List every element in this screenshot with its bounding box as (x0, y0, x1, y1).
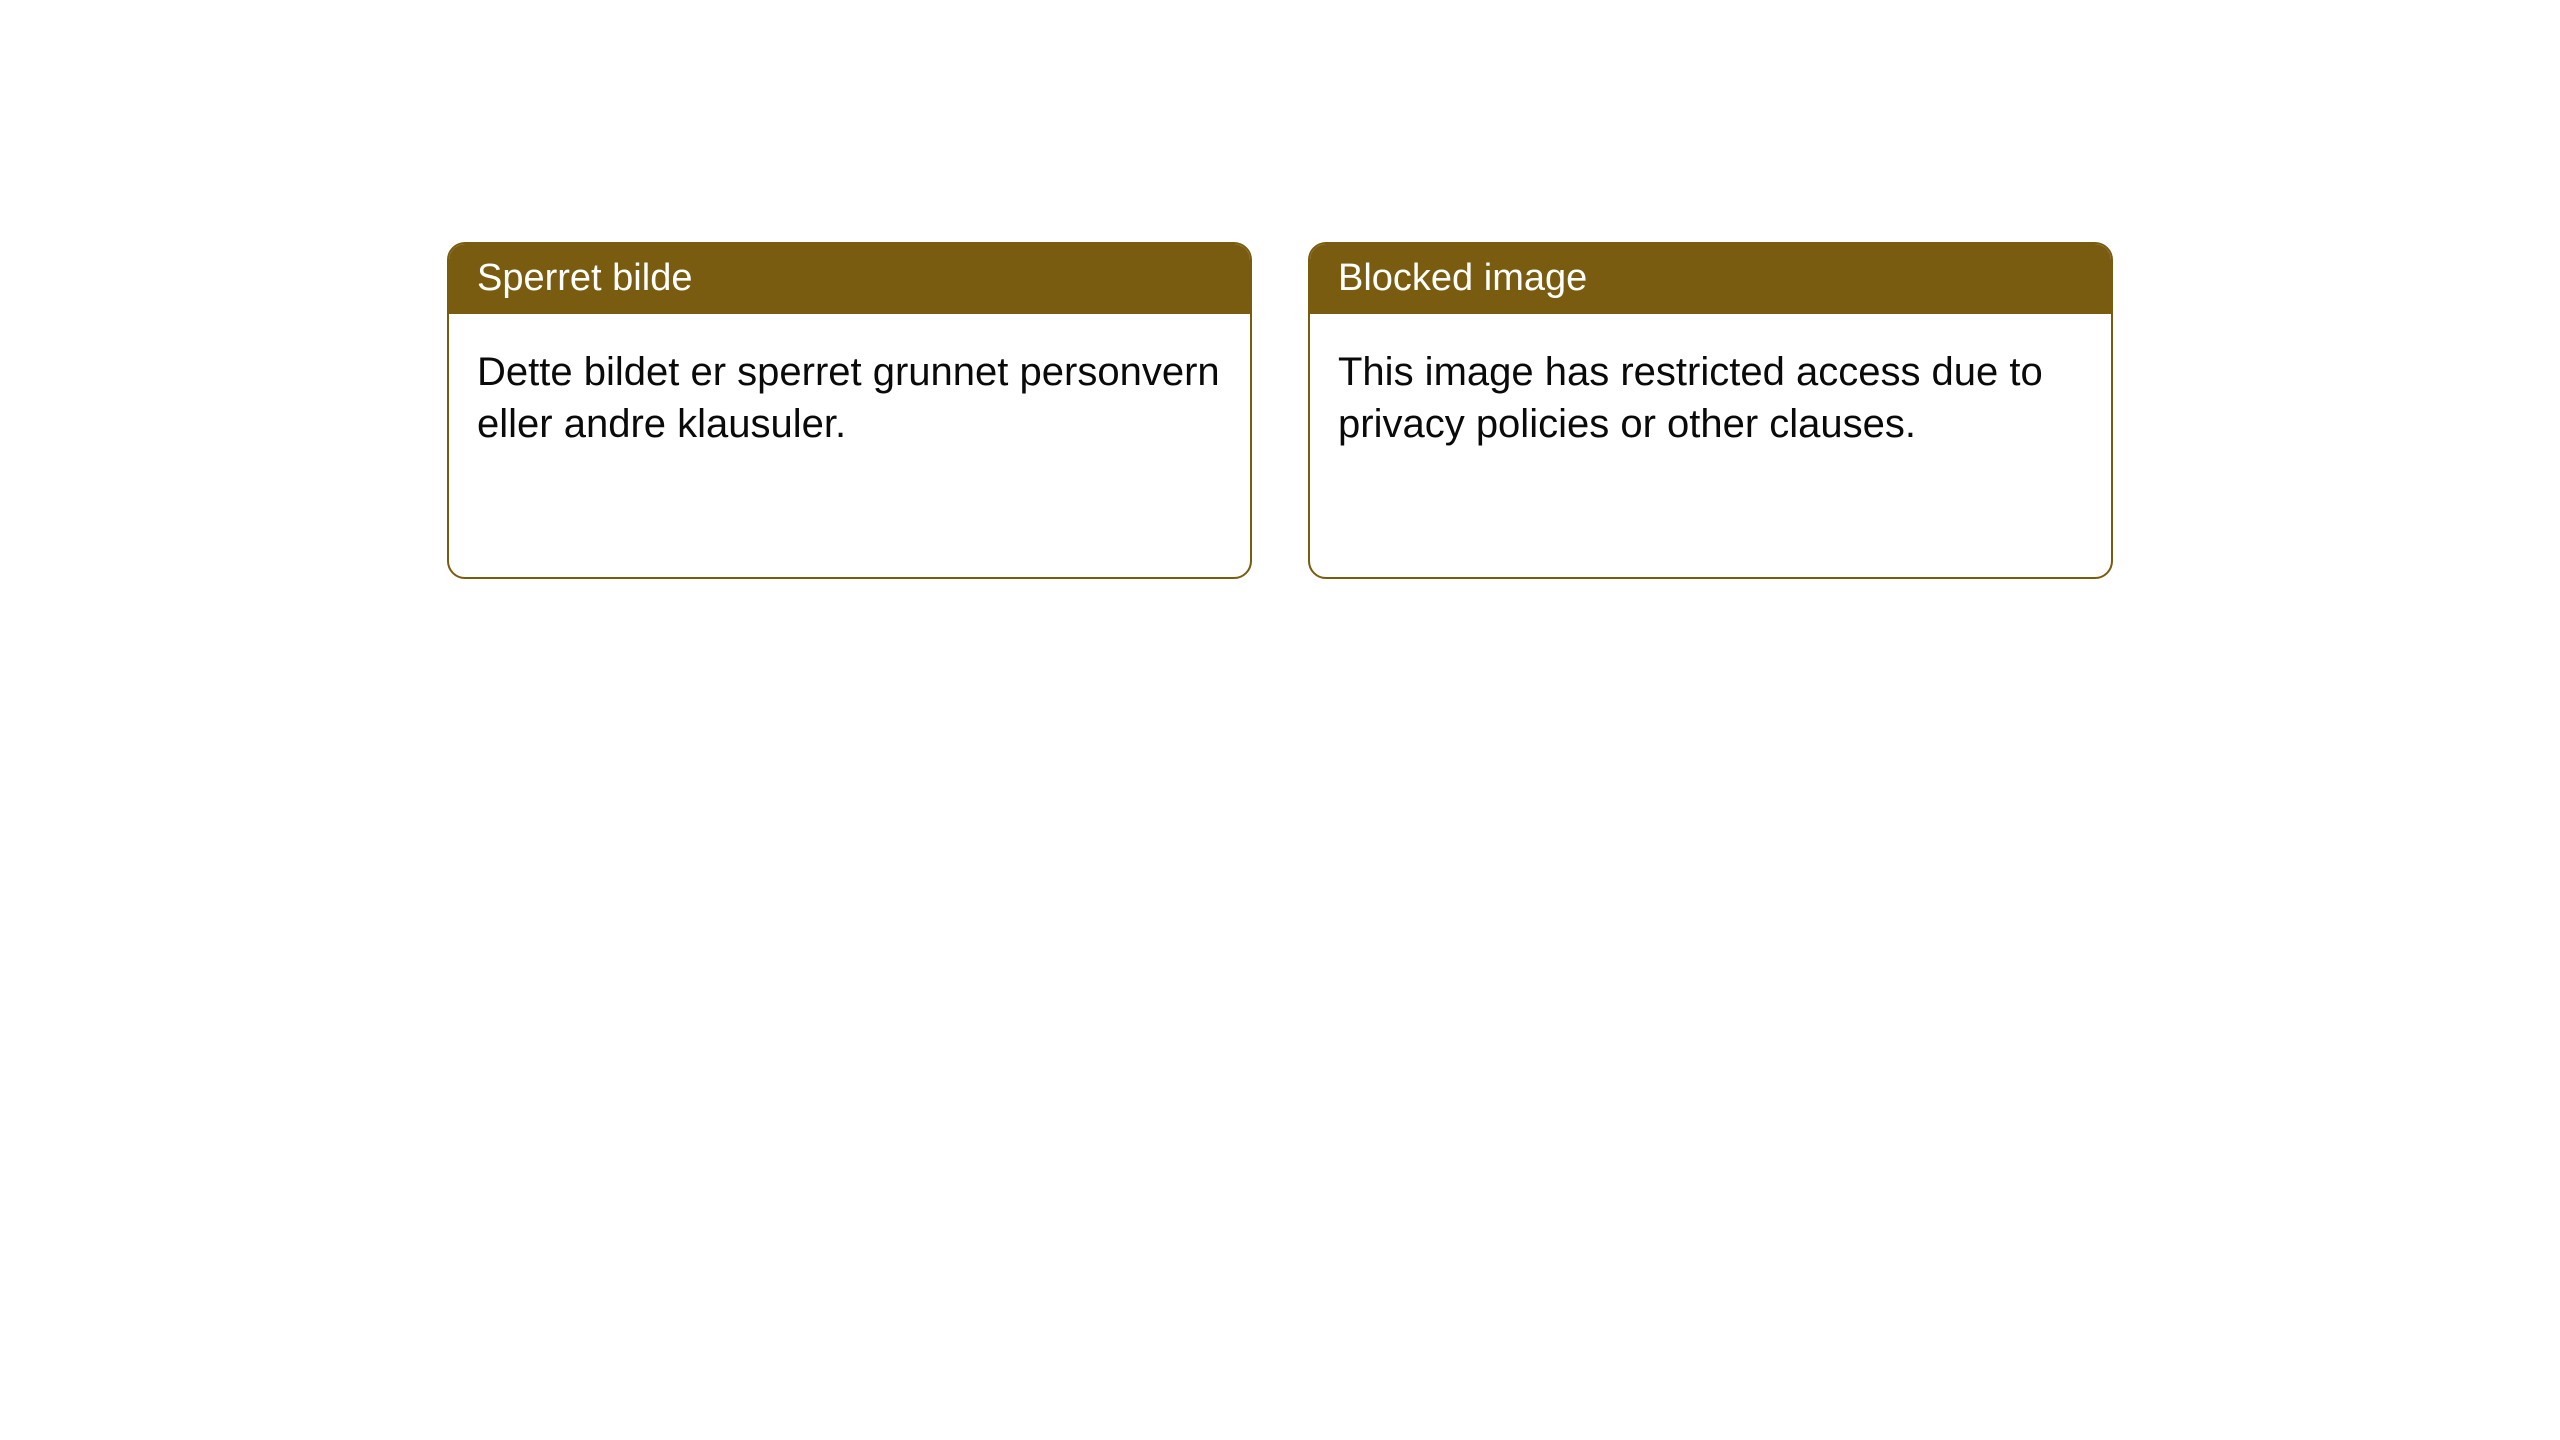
card-message: Dette bildet er sperret grunnet personve… (477, 350, 1220, 446)
card-title: Sperret bilde (477, 257, 692, 299)
notice-card-norwegian: Sperret bilde Dette bildet er sperret gr… (447, 242, 1252, 579)
card-message: This image has restricted access due to … (1338, 350, 2043, 446)
card-body: This image has restricted access due to … (1310, 314, 2111, 482)
notice-card-english: Blocked image This image has restricted … (1308, 242, 2113, 579)
notice-container: Sperret bilde Dette bildet er sperret gr… (0, 0, 2560, 579)
card-title: Blocked image (1338, 257, 1587, 299)
card-body: Dette bildet er sperret grunnet personve… (449, 314, 1250, 482)
card-header: Blocked image (1310, 244, 2111, 314)
card-header: Sperret bilde (449, 244, 1250, 314)
